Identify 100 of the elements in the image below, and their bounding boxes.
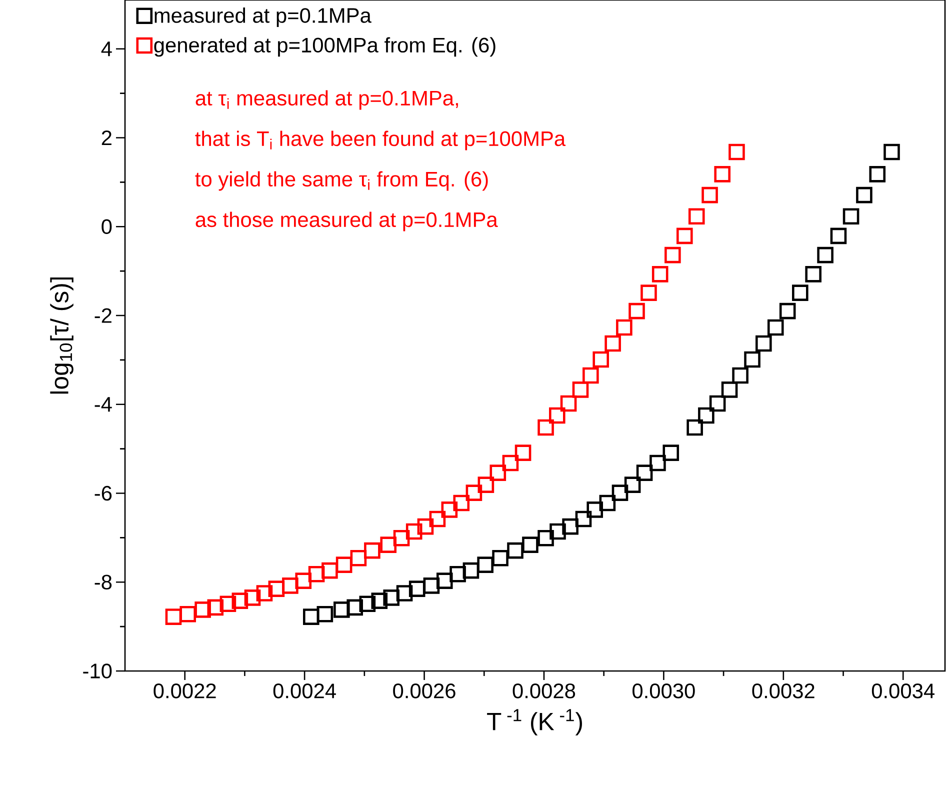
point: [165, 608, 182, 625]
x-tick-label: 0.0032: [752, 684, 814, 698]
point: [805, 266, 822, 282]
point: [478, 476, 494, 493]
point: [652, 266, 668, 282]
y-axis-title: log$_{10}$[τ/ (s)]: [50, 277, 74, 394]
x-tick-label: 0.0030: [632, 684, 695, 698]
point: [636, 464, 653, 481]
point: [514, 444, 532, 461]
point: [194, 602, 211, 618]
y-tick-label: 4: [101, 42, 112, 56]
point: [640, 284, 657, 301]
point: [450, 566, 466, 582]
point: [396, 585, 413, 602]
point: [744, 351, 760, 368]
point: [423, 578, 440, 594]
point: [441, 502, 458, 518]
point: [346, 599, 363, 616]
point: [336, 556, 352, 573]
point: [477, 556, 494, 573]
x-tick-label: 0.0022: [154, 684, 216, 698]
point: [538, 530, 554, 546]
y-tick-label: -4: [94, 397, 112, 412]
point: [507, 542, 524, 559]
legend-label: measured at p=0.1MPa: [154, 8, 372, 28]
point: [779, 302, 796, 320]
point: [436, 572, 453, 589]
y-tick-label: 0: [102, 219, 112, 234]
point: [842, 208, 860, 225]
point: [295, 572, 312, 589]
point: [393, 530, 410, 546]
point: [350, 550, 367, 566]
legend-label: generated at p=100MPa from Eq. (6): [154, 37, 496, 57]
point: [616, 319, 632, 336]
point: [592, 351, 609, 368]
point: [453, 494, 470, 512]
point: [560, 395, 577, 412]
point: [572, 382, 589, 398]
point: [624, 476, 641, 493]
annotation: that is T$_{i}$ have been found at p=100MPa: [195, 130, 566, 150]
point: [549, 407, 566, 424]
point: [180, 606, 196, 622]
point: [466, 484, 482, 501]
point: [308, 566, 325, 582]
point: [586, 502, 604, 518]
y-tick-label: 2: [102, 130, 112, 146]
y-tick-label: -10: [83, 664, 112, 678]
annotation: at τ$_{i}$ measured at p=0.1MPa,: [196, 90, 458, 110]
point: [714, 166, 730, 182]
point: [732, 367, 748, 384]
point: [664, 246, 681, 264]
point: [830, 228, 847, 244]
point: [359, 596, 376, 612]
y-tick-label: -2: [94, 308, 112, 323]
point: [364, 542, 380, 559]
point: [429, 510, 446, 528]
point: [628, 302, 645, 320]
point: [462, 562, 480, 579]
y-tick-label: -6: [94, 486, 112, 501]
point: [604, 335, 621, 352]
point: [612, 484, 628, 501]
point: [322, 562, 338, 579]
point: [316, 606, 334, 622]
x-tick-label: 0.0028: [512, 684, 576, 698]
point: [676, 228, 693, 244]
point: [767, 319, 784, 336]
point: [232, 592, 248, 609]
point: [792, 284, 808, 301]
x-axis-title: T $^{-1}$ (K $^{-1}$): [487, 709, 582, 736]
point: [268, 580, 285, 597]
point: [869, 166, 886, 182]
point: [575, 510, 592, 528]
point: [702, 186, 718, 204]
annotation: to yield the same τ$_{i}$ from Eq. (6): [195, 171, 488, 191]
point: [492, 550, 508, 566]
x-tick-label: 0.0024: [273, 684, 336, 698]
point: [884, 144, 900, 160]
point: [538, 419, 554, 436]
point: [334, 602, 350, 618]
point: [550, 523, 566, 540]
point: [220, 596, 236, 612]
point: [522, 536, 538, 553]
x-tick-label: 0.0034: [872, 684, 934, 698]
point: [709, 395, 726, 412]
y-tick-label: -8: [94, 574, 112, 590]
point: [686, 419, 703, 436]
point: [417, 518, 434, 535]
point: [599, 494, 616, 512]
point: [662, 444, 680, 461]
point: [856, 186, 872, 204]
point: [562, 518, 578, 535]
point: [502, 454, 519, 472]
point: [256, 585, 273, 602]
x-tick-label: 0.0026: [393, 684, 456, 698]
point: [698, 407, 714, 424]
point: [582, 367, 599, 384]
point: [721, 382, 738, 398]
point: [282, 578, 298, 594]
point: [303, 608, 320, 625]
point: [490, 464, 506, 481]
